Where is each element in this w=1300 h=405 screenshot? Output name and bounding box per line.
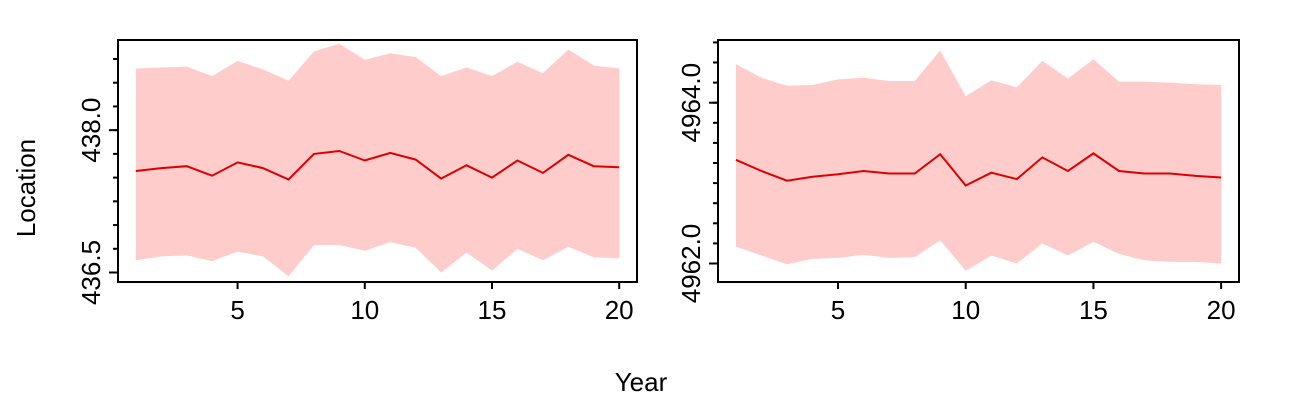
y-tick-label: 4962.0	[676, 224, 706, 304]
estimate-line	[735, 152, 1222, 187]
x-tick-label: 10	[951, 295, 980, 325]
y-tick-label: 4964.0	[676, 63, 706, 143]
y-tick-label: 438.0	[76, 98, 106, 163]
estimate-line	[135, 149, 620, 181]
confidence-band	[735, 50, 1222, 271]
y-axis-label: Location	[11, 139, 41, 237]
y-tick-label: 436.5	[76, 240, 106, 305]
confidence-band	[135, 43, 620, 277]
x-tick-label: 15	[478, 295, 507, 325]
x-tick-label: 5	[230, 295, 244, 325]
x-tick-label: 20	[605, 295, 634, 325]
x-tick-label: 15	[1079, 295, 1108, 325]
panel-right: 5 10 15 20 4962.0 4964.0	[676, 39, 1240, 325]
plot-frame	[717, 39, 1240, 283]
x-axis-label: Year	[615, 367, 668, 397]
panel-left: 5 10 15 20 436.5 438.0	[76, 39, 638, 325]
x-tick-label: 10	[350, 295, 379, 325]
x-tick-label: 20	[1207, 295, 1236, 325]
plot-frame	[117, 39, 638, 283]
x-tick-label: 5	[831, 295, 845, 325]
